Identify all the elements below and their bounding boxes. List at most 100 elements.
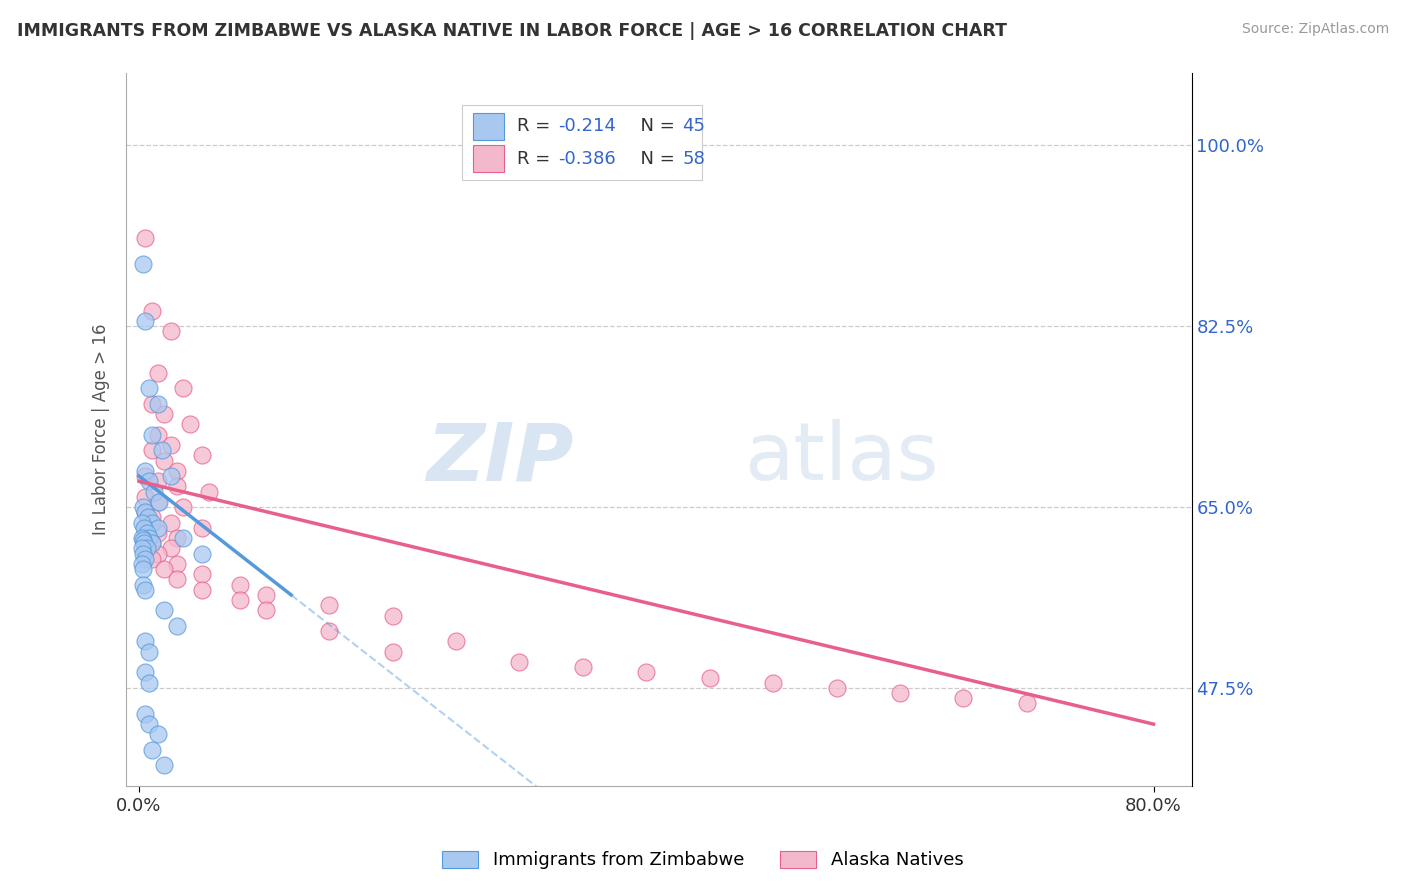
Point bbox=[150, 443, 173, 458]
Point bbox=[159, 324, 181, 338]
Point bbox=[135, 525, 157, 540]
Text: R =: R = bbox=[517, 118, 557, 136]
Point bbox=[952, 691, 974, 706]
Point bbox=[318, 599, 340, 613]
Point bbox=[138, 475, 160, 489]
Point bbox=[159, 541, 181, 556]
Text: N =: N = bbox=[628, 118, 681, 136]
Point bbox=[153, 562, 176, 576]
Point bbox=[166, 531, 188, 545]
Point bbox=[131, 541, 153, 556]
Point bbox=[146, 495, 169, 509]
Point bbox=[159, 469, 181, 483]
Point bbox=[229, 577, 252, 591]
Point bbox=[146, 521, 169, 535]
Point bbox=[141, 536, 163, 550]
Point bbox=[131, 516, 153, 530]
Point bbox=[134, 505, 156, 519]
Point bbox=[132, 562, 155, 576]
Point bbox=[172, 531, 194, 545]
Text: N =: N = bbox=[628, 150, 681, 168]
Point bbox=[191, 449, 214, 463]
Point bbox=[381, 645, 404, 659]
Point bbox=[146, 547, 169, 561]
Point bbox=[146, 397, 169, 411]
Point bbox=[159, 516, 181, 530]
Y-axis label: In Labor Force | Age > 16: In Labor Force | Age > 16 bbox=[93, 324, 110, 535]
Point bbox=[699, 671, 721, 685]
Point bbox=[131, 557, 153, 571]
Point bbox=[889, 686, 911, 700]
Point bbox=[134, 706, 156, 721]
Text: Source: ZipAtlas.com: Source: ZipAtlas.com bbox=[1241, 22, 1389, 37]
Point bbox=[132, 500, 155, 514]
Point bbox=[141, 443, 163, 458]
Point bbox=[254, 603, 277, 617]
Text: IMMIGRANTS FROM ZIMBABWE VS ALASKA NATIVE IN LABOR FORCE | AGE > 16 CORRELATION : IMMIGRANTS FROM ZIMBABWE VS ALASKA NATIV… bbox=[17, 22, 1007, 40]
Point bbox=[143, 484, 166, 499]
Point bbox=[146, 475, 169, 489]
Point bbox=[146, 427, 169, 442]
Bar bbox=[472, 145, 505, 172]
Point bbox=[146, 727, 169, 741]
Bar bbox=[472, 113, 505, 140]
Point bbox=[153, 407, 176, 421]
Point bbox=[148, 495, 170, 509]
Point bbox=[138, 645, 160, 659]
Point bbox=[141, 743, 163, 757]
Point bbox=[132, 533, 155, 548]
Point bbox=[141, 536, 163, 550]
Point bbox=[636, 665, 658, 680]
Point bbox=[138, 717, 160, 731]
Point bbox=[159, 438, 181, 452]
Point bbox=[141, 303, 163, 318]
Point bbox=[138, 531, 160, 545]
Point bbox=[135, 541, 157, 556]
Point bbox=[131, 531, 153, 545]
Point bbox=[141, 427, 163, 442]
Text: -0.214: -0.214 bbox=[558, 118, 616, 136]
Point bbox=[172, 500, 194, 514]
Point bbox=[134, 634, 156, 648]
Point bbox=[138, 381, 160, 395]
Point bbox=[134, 551, 156, 566]
Point bbox=[146, 366, 169, 380]
Point bbox=[229, 593, 252, 607]
Point bbox=[444, 634, 467, 648]
Point bbox=[134, 490, 156, 504]
Point bbox=[136, 510, 159, 524]
Text: R =: R = bbox=[517, 150, 557, 168]
Point bbox=[825, 681, 848, 695]
Point bbox=[141, 551, 163, 566]
Point bbox=[132, 257, 155, 271]
Point bbox=[141, 516, 163, 530]
Text: -0.386: -0.386 bbox=[558, 150, 616, 168]
Point bbox=[146, 525, 169, 540]
Point bbox=[172, 381, 194, 395]
Point bbox=[381, 608, 404, 623]
Point bbox=[166, 573, 188, 587]
Point bbox=[132, 547, 155, 561]
Point bbox=[254, 588, 277, 602]
Point bbox=[191, 567, 214, 582]
Point bbox=[166, 464, 188, 478]
Point bbox=[132, 577, 155, 591]
Point bbox=[134, 314, 156, 328]
Point bbox=[134, 665, 156, 680]
Point bbox=[134, 541, 156, 556]
Point bbox=[141, 510, 163, 524]
Point bbox=[1015, 697, 1038, 711]
Point bbox=[508, 655, 530, 669]
Point bbox=[153, 603, 176, 617]
Point bbox=[134, 464, 156, 478]
Text: ZIP: ZIP bbox=[426, 419, 574, 497]
Point bbox=[134, 582, 156, 597]
Point bbox=[153, 758, 176, 772]
Point bbox=[762, 675, 785, 690]
Point bbox=[318, 624, 340, 639]
Point bbox=[166, 619, 188, 633]
Point bbox=[166, 479, 188, 493]
Legend: Immigrants from Zimbabwe, Alaska Natives: Immigrants from Zimbabwe, Alaska Natives bbox=[433, 842, 973, 879]
Point bbox=[572, 660, 595, 674]
Point bbox=[191, 547, 214, 561]
